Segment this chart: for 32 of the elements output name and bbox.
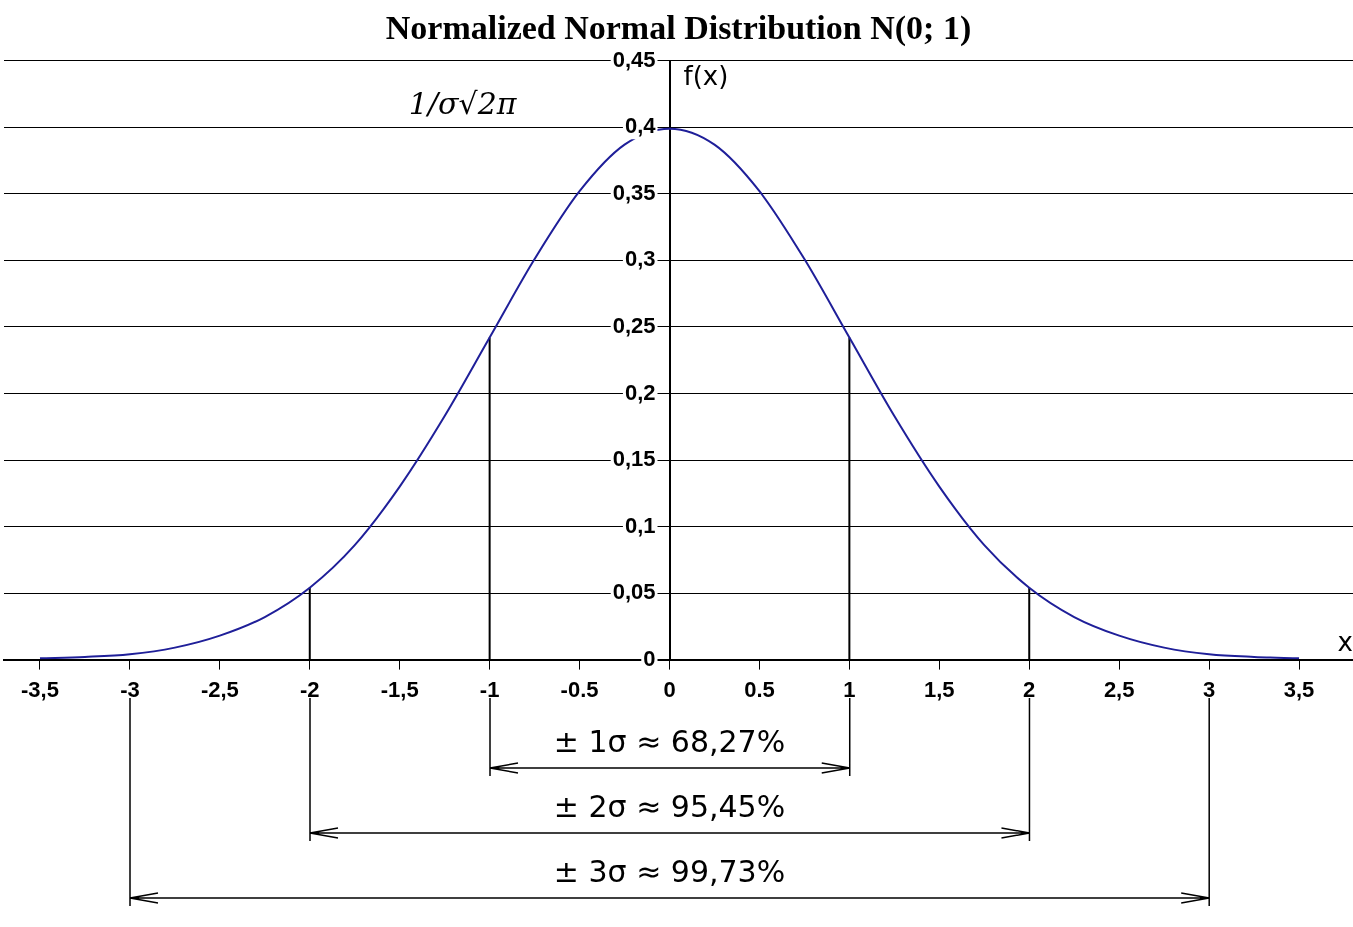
annotation: 1/σ√2π: [408, 86, 518, 122]
x-axis-title: x: [1337, 627, 1353, 658]
x-tick-label: 1,5: [924, 676, 955, 702]
x-tick-label: -3: [120, 676, 140, 702]
x-tick-label: -2,5: [200, 676, 239, 702]
y-tick-label: 0,35: [612, 179, 656, 205]
y-tick-label: 0,25: [612, 313, 656, 338]
x-tick-label: 2,5: [1103, 676, 1135, 702]
text: ± 2σ ≈ 95,45%: [553, 789, 786, 825]
x-tick-label: 3,5: [1283, 676, 1315, 702]
y-tick-label: 0: [643, 645, 656, 671]
x-tick-label: 0.5: [744, 676, 775, 702]
text: ± 3σ ≈ 99,73%: [553, 854, 786, 890]
x-tick-label: 2: [1023, 676, 1036, 702]
x-tick-label: 1: [843, 676, 856, 702]
text: ± 1σ ≈ 68,27%: [553, 724, 786, 760]
x-tick-label: -1,5: [380, 676, 419, 702]
y-tick-label: 0,45: [612, 46, 656, 72]
y-tick-label: 0,05: [612, 579, 656, 605]
x-tick-label: -0.5: [560, 676, 599, 702]
x-tick-label: 0: [663, 676, 676, 702]
x-tick-label: 3: [1202, 676, 1216, 702]
y-tick-label: 0,15: [612, 446, 656, 472]
y-axis-title: f(x): [683, 60, 729, 91]
y-tick-label: 0,2: [624, 379, 656, 405]
chart-title: Normalized Normal Distribution N(0; 1): [385, 9, 972, 48]
x-tick-label: -3,5: [21, 676, 59, 702]
x-tick-label: -2: [299, 676, 320, 702]
y-tick-label: 0,1: [624, 512, 656, 538]
y-tick-label: 0,3: [624, 246, 656, 272]
x-tick-label: -1: [479, 676, 500, 702]
y-tick-label: 0,4: [624, 113, 657, 139]
